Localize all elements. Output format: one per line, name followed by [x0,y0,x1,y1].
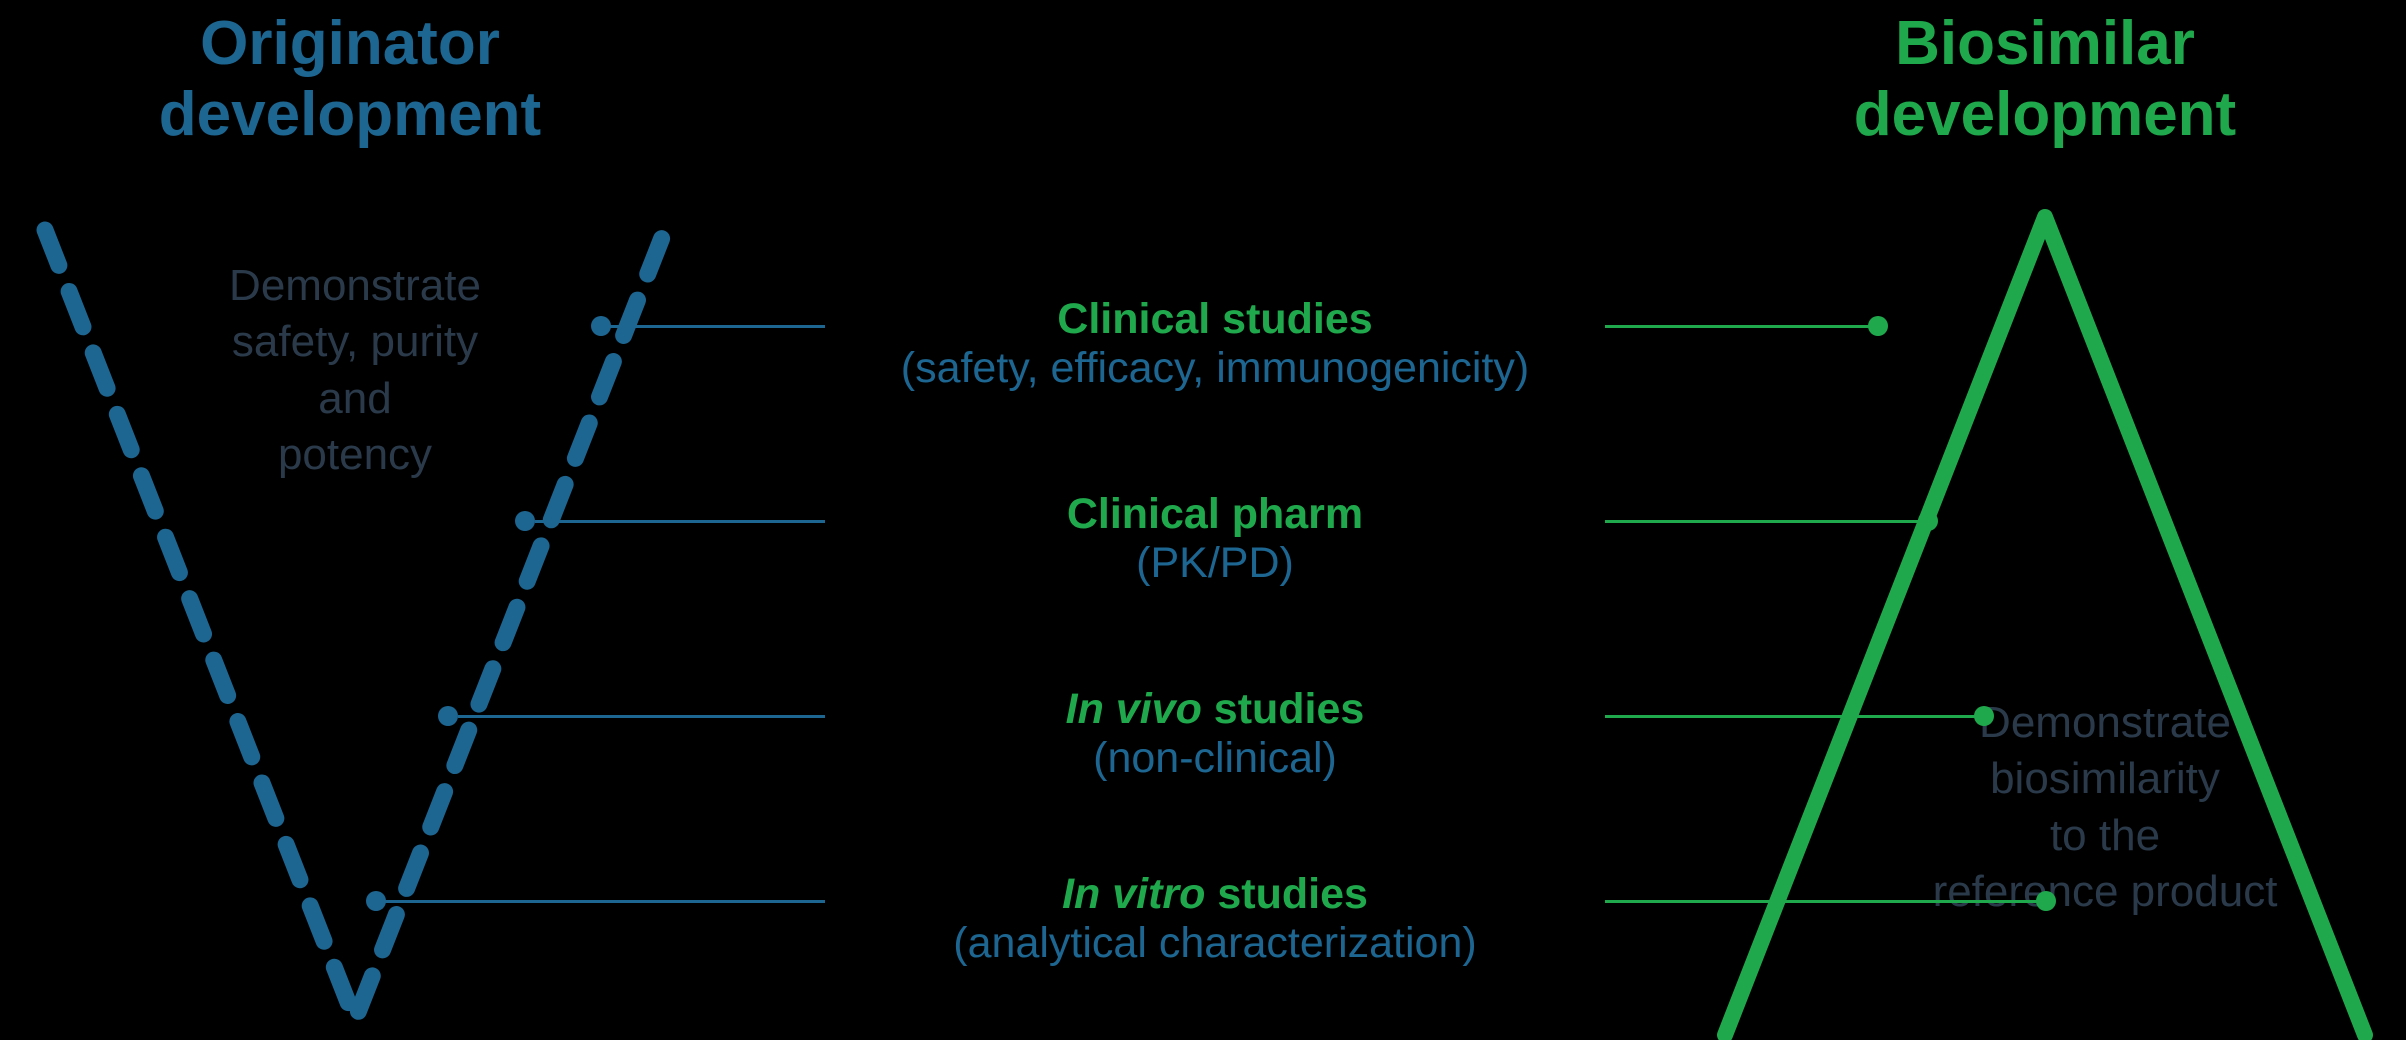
row-title-2: In vivo studies [825,685,1605,734]
originator-heading-l1: Originator [200,9,500,78]
leader-right-0 [1605,325,1870,328]
leader-left-0 [610,325,825,328]
originator-caption-l2: safety, purity [232,317,478,366]
node-right-3 [2036,891,2056,911]
originator-caption: Demonstrate safety, purity and potency [130,258,580,483]
leader-left-1 [535,520,825,523]
centre-row-2: In vivo studies(non-clinical) [825,685,1605,783]
originator-heading-l2: development [159,80,541,149]
originator-caption-l3: and [318,374,391,423]
leader-left-2 [458,715,825,718]
biosimilar-caption-l4: reference product [1933,867,2278,916]
biosimilar-caption-l1: Demonstrate [1979,698,2231,747]
leader-left-3 [385,900,825,903]
originator-caption-l4: potency [278,430,432,479]
biosimilar-caption-l3: to the [2050,811,2160,860]
centre-row-1: Clinical pharm(PK/PD) [825,490,1605,588]
leader-right-2 [1605,715,1978,718]
biosimilar-heading-l1: Biosimilar [1895,9,2195,78]
centre-row-3: In vitro studies(analytical characteriza… [825,870,1605,968]
row-sub-1: (PK/PD) [825,539,1605,588]
node-left-3 [366,891,386,911]
node-right-1 [1918,511,1938,531]
row-sub-3: (analytical characterization) [825,919,1605,968]
row-title-0: Clinical studies [825,295,1605,344]
biosimilar-caption: Demonstrate biosimilarity to the referen… [1855,695,2355,920]
row-sub-2: (non-clinical) [825,734,1605,783]
biosimilar-heading-l2: development [1854,80,2236,149]
node-right-2 [1974,706,1994,726]
originator-caption-l1: Demonstrate [229,261,481,310]
row-title-3: In vitro studies [825,870,1605,919]
centre-row-0: Clinical studies(safety, efficacy, immun… [825,295,1605,393]
node-left-1 [515,511,535,531]
row-sub-0: (safety, efficacy, immunogenicity) [825,344,1605,393]
node-right-0 [1868,316,1888,336]
originator-heading: Originator development [40,8,660,151]
row-title-1: Clinical pharm [825,490,1605,539]
node-left-2 [438,706,458,726]
biosimilar-heading: Biosimilar development [1735,8,2355,151]
leader-right-3 [1605,900,2040,903]
leader-right-1 [1605,520,1922,523]
node-left-0 [591,316,611,336]
biosimilar-caption-l2: biosimilarity [1990,754,2220,803]
